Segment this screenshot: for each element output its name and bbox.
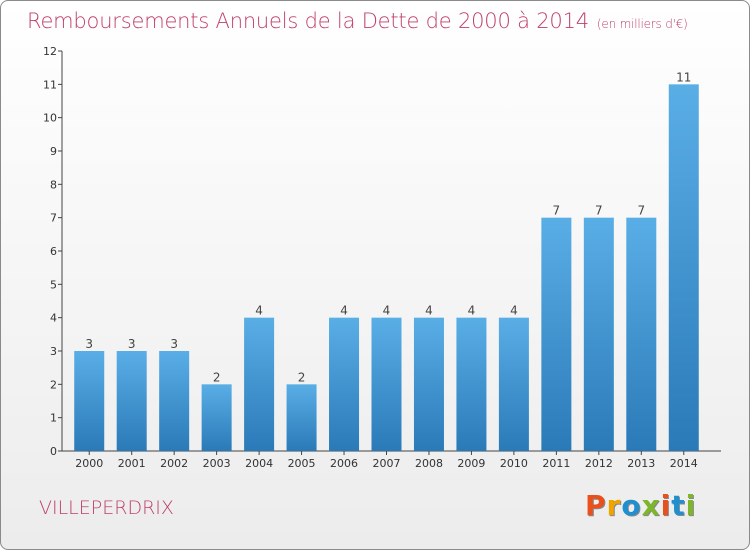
y-tick-label: 12 — [43, 45, 57, 58]
bar-value-label: 7 — [637, 204, 645, 218]
bar — [371, 317, 402, 451]
bar-value-label: 11 — [676, 70, 691, 84]
x-tick-label: 2009 — [457, 457, 485, 470]
bar — [244, 317, 275, 451]
x-tick-label: 2012 — [585, 457, 613, 470]
bar — [456, 317, 487, 451]
location-label: VILLEPERDRIX — [39, 497, 174, 519]
bar-value-label: 7 — [553, 204, 561, 218]
bar-value-label: 2 — [213, 370, 221, 384]
bar — [583, 217, 614, 451]
logo-letter: r — [606, 489, 622, 522]
bar-value-label: 7 — [595, 204, 603, 218]
bar-value-label: 3 — [85, 337, 93, 351]
y-tick-label: 1 — [50, 412, 57, 425]
y-tick-label: 9 — [50, 145, 57, 158]
bar — [626, 217, 657, 451]
bar — [74, 351, 105, 451]
bar — [201, 384, 232, 451]
y-tick-label: 0 — [50, 445, 57, 458]
x-tick-label: 2008 — [415, 457, 443, 470]
bar — [413, 317, 444, 451]
logo-letter: o — [621, 489, 642, 522]
logo-letter: P — [585, 489, 607, 522]
y-tick-label: 2 — [50, 378, 57, 391]
bar — [541, 217, 572, 451]
bar-value-label: 4 — [383, 304, 391, 318]
x-tick-label: 2006 — [330, 457, 358, 470]
y-tick-label: 5 — [50, 278, 57, 291]
y-tick-label: 3 — [50, 345, 57, 358]
bar-value-label: 2 — [298, 370, 306, 384]
bar-value-label: 4 — [510, 304, 518, 318]
x-tick-label: 2002 — [160, 457, 188, 470]
logo-letter: t — [671, 489, 686, 522]
bar-value-label: 4 — [340, 304, 348, 318]
y-tick-label: 11 — [43, 78, 57, 91]
bar-value-label: 4 — [255, 304, 263, 318]
bar — [498, 317, 529, 451]
x-tick-label: 2013 — [627, 457, 655, 470]
x-tick-label: 2005 — [288, 457, 316, 470]
chart-subtitle: (en milliers d'€) — [596, 17, 688, 31]
bar-value-label: 4 — [425, 304, 433, 318]
x-tick-label: 2014 — [670, 457, 698, 470]
logo-letter: i — [660, 489, 672, 522]
proxiti-logo: Proxiti — [585, 489, 696, 522]
bar-value-label: 3 — [170, 337, 178, 351]
x-tick-label: 2010 — [500, 457, 528, 470]
bar — [329, 317, 360, 451]
y-tick-label: 8 — [50, 178, 57, 191]
bar-value-label: 3 — [128, 337, 136, 351]
y-tick-label: 4 — [50, 312, 57, 325]
x-tick-label: 2000 — [75, 457, 103, 470]
y-tick-label: 6 — [50, 245, 57, 258]
logo-letter: x — [641, 489, 661, 522]
y-tick-label: 10 — [43, 112, 57, 125]
bar — [668, 84, 699, 451]
chart-title: Remboursements Annuels de la Dette de 20… — [27, 9, 688, 33]
bar — [286, 384, 317, 451]
bar — [116, 351, 147, 451]
y-tick-label: 7 — [50, 212, 57, 225]
x-tick-label: 2003 — [203, 457, 231, 470]
x-tick-label: 2011 — [542, 457, 570, 470]
x-tick-label: 2004 — [245, 457, 273, 470]
x-tick-label: 2007 — [373, 457, 401, 470]
bar — [159, 351, 190, 451]
bar-value-label: 4 — [468, 304, 476, 318]
logo-letter: i — [685, 489, 697, 522]
x-tick-label: 2001 — [118, 457, 146, 470]
chart-title-text: Remboursements Annuels de la Dette de 20… — [27, 9, 589, 33]
